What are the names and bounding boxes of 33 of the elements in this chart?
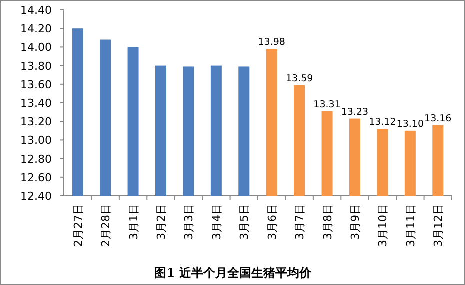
y-tick-label: 12.80: [20, 152, 52, 166]
x-tick-label: 3月9日: [349, 204, 362, 240]
x-tick-label: 3月4日: [210, 204, 224, 240]
y-tick-label: 13.00: [20, 134, 52, 148]
x-tick-label: 3月12日: [432, 204, 446, 247]
y-tick-label: 14.20: [20, 22, 52, 36]
x-tick-label: 3月3日: [182, 204, 196, 240]
x-tick-label: 2月28日: [100, 204, 113, 247]
x-tick-label: 3月11日: [404, 204, 418, 247]
y-tick-label: 14.00: [20, 41, 52, 54]
y-tick-label: 13.80: [20, 60, 52, 73]
y-tick-label: 13.20: [20, 116, 52, 129]
y-tick-label: 12.40: [20, 190, 52, 203]
data-label: 13.12: [369, 117, 396, 128]
y-tick-label: 13.60: [20, 78, 52, 92]
data-label: 13.16: [424, 113, 452, 124]
text: 图1 近半个月全国生猪平均价: [154, 266, 312, 280]
x-tick-label: 3月10日: [376, 204, 390, 247]
x-tick-label: 3月5日: [238, 204, 252, 240]
x-tick-label: 3月1日: [127, 204, 140, 240]
data-label: 13.59: [286, 73, 314, 84]
data-label: 13.31: [314, 99, 341, 110]
data-label: 13.23: [341, 106, 369, 118]
y-tick-label: 12.60: [20, 171, 52, 184]
y-tick-label: 14.40: [20, 4, 52, 17]
data-label: 13.98: [258, 37, 286, 48]
data-label: 13.10: [396, 118, 424, 130]
x-tick-label: 3月6日: [266, 204, 279, 240]
x-tick-label: 3月7日: [294, 204, 307, 240]
x-tick-label: 2月27日: [72, 204, 85, 247]
y-tick-label: 13.40: [20, 97, 52, 110]
x-tick-label: 3月8日: [321, 204, 334, 240]
x-tick-label: 3月2日: [155, 204, 168, 240]
